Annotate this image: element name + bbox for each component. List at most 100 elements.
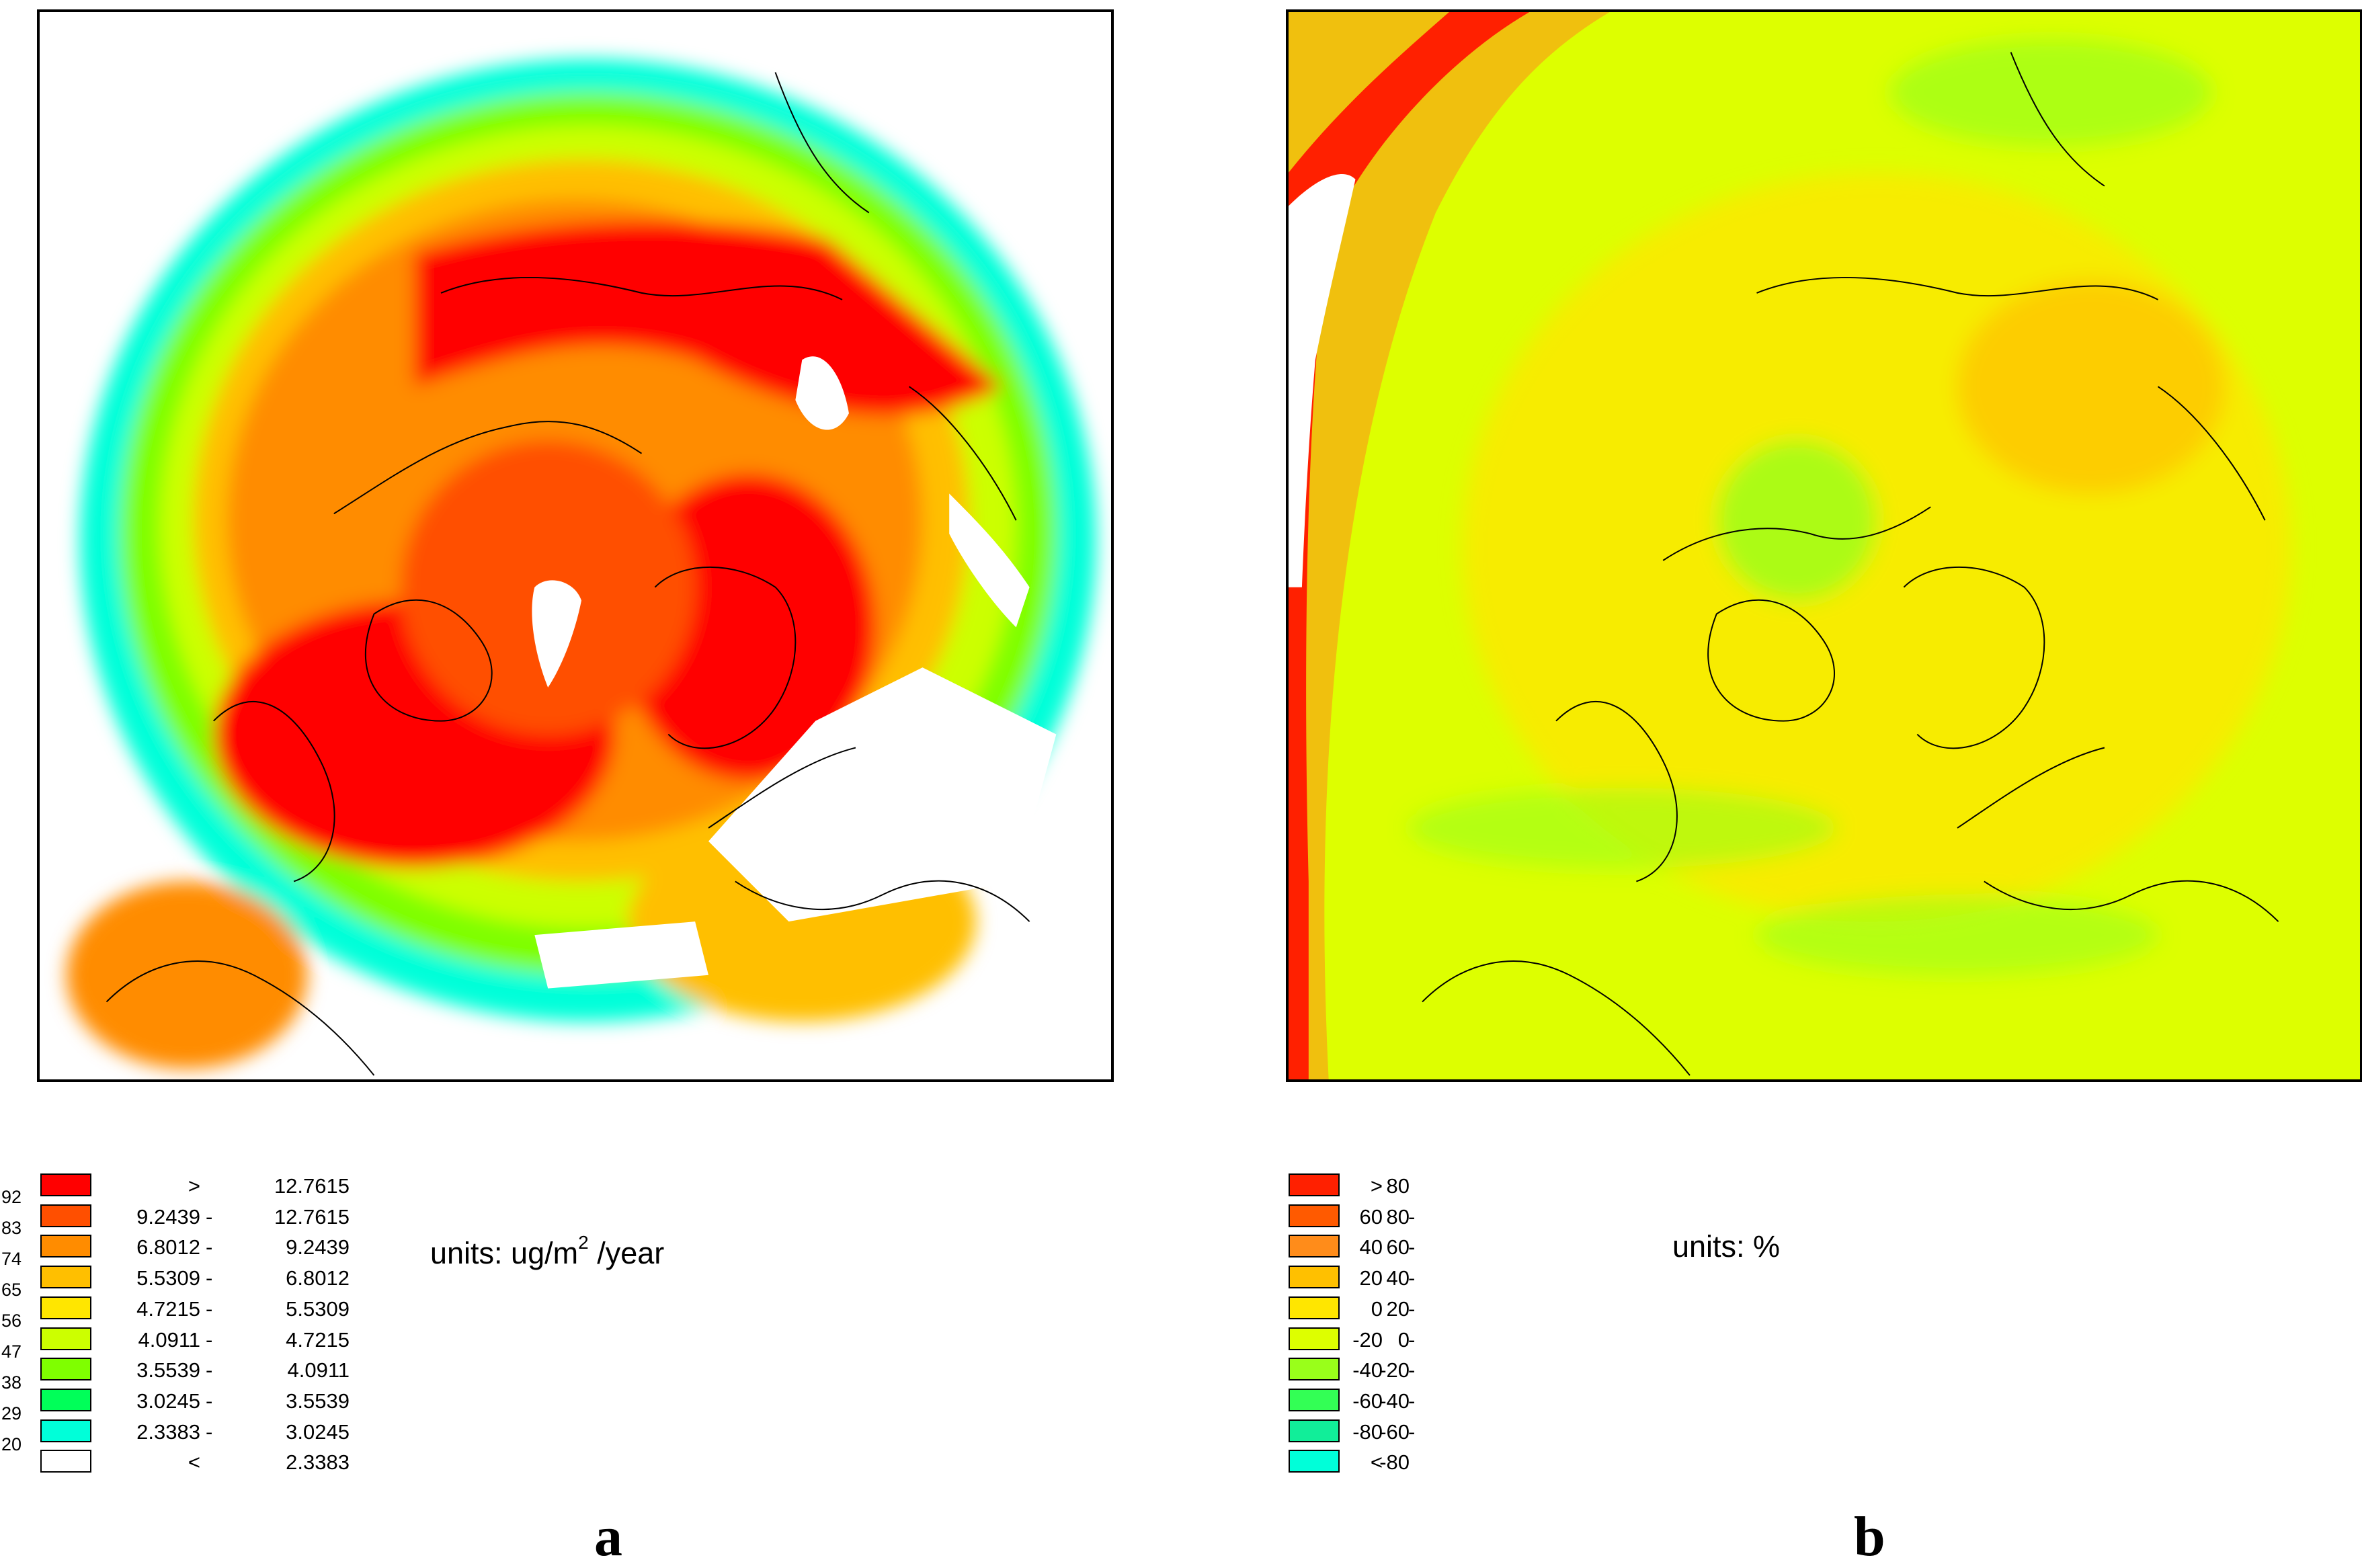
panel-a-legend-swatch xyxy=(40,1296,91,1319)
panel-a-legend-swatch xyxy=(40,1327,91,1350)
panel-a-legend-low: 2.3383 xyxy=(136,1419,200,1444)
units-label-b: units: % xyxy=(1672,1229,1781,1264)
panel-b-legend-swatch xyxy=(1289,1235,1340,1258)
side-number: 47 xyxy=(1,1342,22,1362)
panel-b-legend-row: -20-0 xyxy=(1289,1327,1692,1354)
panel-a-legend-swatch xyxy=(40,1266,91,1289)
panel-b-legend-low: -20 xyxy=(1352,1327,1383,1352)
panel-b-legend-high: 80 xyxy=(1386,1204,1410,1229)
side-number: 38 xyxy=(1,1372,22,1393)
side-number: 56 xyxy=(1,1311,22,1331)
panel-b-legend-high: -60 xyxy=(1379,1419,1410,1444)
panel-a-legend-row: 2.3383- 3.0245 xyxy=(40,1419,444,1446)
panel-b-legend-high: 20 xyxy=(1386,1296,1410,1321)
panel-b-legend-swatch xyxy=(1289,1173,1340,1196)
panel-b-legend-row: 0-20 xyxy=(1289,1296,1692,1323)
panel-b-legend-row: 20 -40 xyxy=(1289,1266,1692,1292)
panel-a-legend-swatch xyxy=(40,1388,91,1411)
panel-a-legend-low: 9.2439 xyxy=(136,1204,200,1229)
panel-a-legend-row: >12.7615 xyxy=(40,1173,444,1200)
units-label-a: units: ug/m2 /year xyxy=(430,1230,664,1270)
panel-b-legend-swatch xyxy=(1289,1358,1340,1381)
panel-b-legend-row: -40- -20 xyxy=(1289,1358,1692,1385)
panel-b-legend-swatch xyxy=(1289,1450,1340,1473)
panel-label-a: a xyxy=(594,1505,622,1568)
side-number: 65 xyxy=(1,1280,22,1300)
panel-b-legend-dash: - xyxy=(1408,1389,1416,1413)
panel-a-legend-high: 6.8012 xyxy=(286,1266,350,1290)
panel-b-legend-high: 40 xyxy=(1386,1266,1410,1290)
panel-a-legend-low: 6.8012 xyxy=(136,1235,200,1260)
panel-a-legend-high: 3.5539 xyxy=(286,1389,350,1413)
units-suffix-a: /year xyxy=(588,1236,665,1270)
panel-a-legend-row: 9.2439- 12.7615 xyxy=(40,1204,444,1231)
panel-a-legend-low: 4.7215 xyxy=(136,1296,200,1321)
panel-a-legend-swatch xyxy=(40,1204,91,1227)
panel-b-legend-dash: - xyxy=(1408,1327,1416,1352)
units-exponent-a: 2 xyxy=(578,1232,589,1253)
panel-a-legend-low: < xyxy=(188,1450,200,1475)
panel-a-legend-dash: - xyxy=(206,1296,213,1321)
panel-b-legend-row: 60-80 xyxy=(1289,1204,1692,1231)
panel-b-legend-swatch xyxy=(1289,1266,1340,1289)
change-map-b xyxy=(1286,9,2362,1082)
panel-b-legend-high: -20 xyxy=(1379,1358,1410,1383)
panel-a-legend-dash: - xyxy=(206,1419,213,1444)
panel-b-legend-swatch xyxy=(1289,1296,1340,1319)
panel-b-legend-row: -60 - -40 xyxy=(1289,1388,1692,1415)
side-number: 92 xyxy=(1,1187,22,1207)
panel-b-legend-low: > xyxy=(1370,1174,1383,1198)
panel-b-legend-dash: - xyxy=(1408,1419,1416,1444)
panel-a-legend-dash: - xyxy=(206,1358,213,1383)
panel-a-legend-high: 3.0245 xyxy=(286,1419,350,1444)
panel-a-legend-high: 12.7615 xyxy=(274,1174,350,1198)
panel-b-legend-low: -80 xyxy=(1352,1419,1383,1444)
deposition-field-a xyxy=(40,12,1111,1079)
panel-b-legend-row: >80 xyxy=(1289,1173,1692,1200)
panel-b-legend-swatch xyxy=(1289,1327,1340,1350)
panel-a-legend-swatch xyxy=(40,1358,91,1381)
panel-b-legend-swatch xyxy=(1289,1388,1340,1411)
panel-b-legend-row: -80- -60 xyxy=(1289,1419,1692,1446)
deposition-map-a xyxy=(37,9,1114,1082)
panel-b-legend-dash: - xyxy=(1408,1296,1416,1321)
panel-a-legend-dash: - xyxy=(206,1327,213,1352)
panel-a-legend-swatch xyxy=(40,1450,91,1473)
panel-a-legend-dash: - xyxy=(206,1204,213,1229)
panel-a-legend-high: 5.5309 xyxy=(286,1296,350,1321)
units-text-a: units: ug/m xyxy=(430,1236,579,1270)
panel-b-legend-low: 60 xyxy=(1359,1204,1383,1229)
panel-a-legend-high: 9.2439 xyxy=(286,1235,350,1260)
panel-a-legend-row: 3.5539- 4.0911 xyxy=(40,1358,444,1385)
panel-a-legend-high: 4.7215 xyxy=(286,1327,350,1352)
panel-b-legend-row: 40-60 xyxy=(1289,1235,1692,1262)
panel-a-legend-row: 5.5309- 6.8012 xyxy=(40,1266,444,1292)
panel-b-legend-high: 80 xyxy=(1386,1174,1410,1198)
panel-label-b: b xyxy=(1854,1505,1885,1568)
panel-a-legend-row: 4.7215- 5.5309 xyxy=(40,1296,444,1323)
panel-a-legend-low: 3.5539 xyxy=(136,1358,200,1383)
panel-b-legend-dash: - xyxy=(1408,1235,1416,1260)
panel-b-legend-low: 20 xyxy=(1359,1266,1383,1290)
panel-b-legend-low: < xyxy=(1370,1450,1383,1475)
panel-a-legend-dash: - xyxy=(206,1389,213,1413)
panel-a-legend-high: 2.3383 xyxy=(286,1450,350,1475)
panel-a-legend-swatch xyxy=(40,1173,91,1196)
panel-a-legend-swatch xyxy=(40,1419,91,1442)
panel-a-legend-row: 4.0911- 4.7215 xyxy=(40,1327,444,1354)
panel-a-legend-row: 3.0245- 3.5539 xyxy=(40,1388,444,1415)
side-number: 83 xyxy=(1,1218,22,1238)
panel-a-legend-low: 5.5309 xyxy=(136,1266,200,1290)
change-field-b xyxy=(1289,12,2360,1079)
panel-b-legend-dash: - xyxy=(1408,1204,1416,1229)
panel-b-legend-low: -60 xyxy=(1352,1389,1383,1413)
panel-b-legend-dash: - xyxy=(1408,1358,1416,1383)
side-number: 29 xyxy=(1,1403,22,1423)
panel-b-legend-dash: - xyxy=(1408,1266,1416,1290)
panel-a-legend-low: 4.0911 xyxy=(138,1327,200,1352)
panel-a-legend-high: 4.0911 xyxy=(287,1358,350,1383)
panel-b-legend-low: -40 xyxy=(1352,1358,1383,1383)
panel-b-legend-low: 0 xyxy=(1371,1296,1383,1321)
panel-b-legend-swatch xyxy=(1289,1204,1340,1227)
panel-b-legend-high: -40 xyxy=(1379,1389,1410,1413)
